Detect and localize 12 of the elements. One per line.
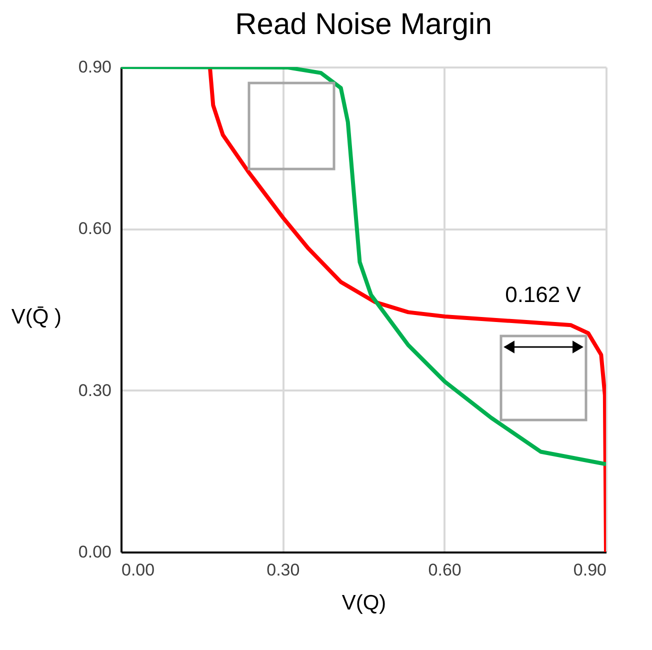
y-tick-label: 0.60	[78, 219, 112, 238]
annotation: 0.162 V	[505, 282, 582, 307]
x-tick-label: 0.00	[122, 560, 155, 580]
y-tick-label: 0.00	[78, 542, 112, 562]
x-axis-title: V(Q)	[342, 592, 386, 614]
chart-title: Read Noise Margin	[235, 8, 492, 41]
x-tick-label: 0.90	[573, 560, 606, 580]
y-tick-label: 0.30	[78, 380, 112, 400]
x-tick-label: 0.60	[428, 560, 462, 580]
y-tick-label: 0.90	[78, 58, 112, 76]
x-tick-label: 0.30	[266, 560, 300, 580]
y-axis-title: V(Q̄ )	[11, 306, 62, 328]
